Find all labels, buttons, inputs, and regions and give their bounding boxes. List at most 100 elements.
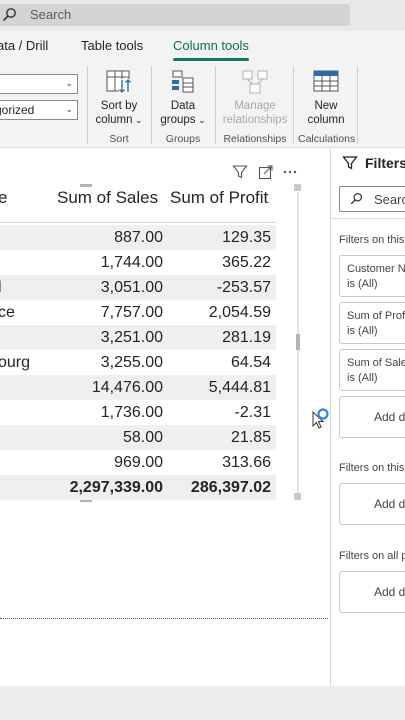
- filters-search-input[interactable]: Search: [374, 192, 405, 207]
- chevron-down-icon: ⌄: [65, 78, 73, 88]
- cell-sales: 3,255.00: [100, 354, 163, 371]
- add-data-fields-page[interactable]: Add da: [339, 483, 405, 525]
- resize-handle[interactable]: [296, 334, 300, 350]
- filter-card-sum-of-profit[interactable]: Sum of Profi is (All): [339, 302, 405, 344]
- new-column-icon: [313, 70, 339, 92]
- group-label-relationships: Relationships: [223, 133, 287, 145]
- data-groups-label-1: Data: [170, 100, 196, 112]
- add-data-fields-visual[interactable]: Add da: [339, 396, 405, 438]
- summarization-dropdown[interactable]: gorized ⌄: [0, 100, 78, 120]
- cell-name: ourg: [0, 354, 31, 371]
- resize-handle[interactable]: [294, 184, 301, 191]
- sort-by-column-label-2: column: [95, 114, 133, 126]
- cell-sales: 7,757.00: [100, 304, 163, 321]
- ribbon-separator: [151, 66, 152, 144]
- filter-card-field: Customer Na: [347, 263, 405, 275]
- filters-search-box[interactable]: Search: [339, 186, 405, 212]
- table-row: 1,736.00 -2.31: [0, 400, 276, 425]
- column-header-sum-of-sales[interactable]: Sum of Sales: [57, 188, 159, 207]
- filters-pane: Filters Search Filters on this Customer …: [330, 148, 405, 686]
- cell-sales: 969.00: [114, 454, 163, 471]
- mouse-cursor-icon: [312, 408, 329, 429]
- filter-card-state: is (All): [347, 278, 378, 290]
- tab-table-tools[interactable]: Table tools: [81, 38, 144, 53]
- data-groups-icon: [172, 70, 194, 93]
- more-options-icon[interactable]: [282, 164, 298, 180]
- cell-sales: 58.00: [122, 429, 163, 446]
- group-label-sort: Sort: [109, 133, 129, 145]
- filter-card-customer-name[interactable]: Customer Na is (All): [339, 255, 405, 297]
- column-header-sum-of-profit[interactable]: Sum of Profit: [170, 188, 269, 207]
- filter-card-state: is (All): [347, 372, 378, 384]
- cell-profit: -2.31: [234, 404, 271, 421]
- cell-sales: 3,051.00: [100, 279, 163, 296]
- filter-card-sum-of-sales[interactable]: Sum of Sales is (All): [339, 349, 405, 391]
- tab-data-drill[interactable]: ata / Drill: [0, 38, 49, 53]
- ribbon: ⌄ gorized ⌄ Sort by column ⌄ Sort: [0, 63, 405, 148]
- resize-handle[interactable]: [80, 499, 92, 502]
- table-row: 58.00 21.85: [0, 425, 276, 450]
- report-canvas[interactable]: e Sum of Sales Sum of Profit 887.00 129.…: [0, 148, 330, 686]
- data-groups-label-2: groups: [160, 114, 196, 126]
- add-data-label: Add da: [374, 497, 405, 511]
- column-header-name[interactable]: e: [0, 188, 8, 207]
- data-groups-button[interactable]: Data groups ⌄: [158, 69, 208, 127]
- new-column-label-2: column: [307, 114, 345, 126]
- cell-sales: 887.00: [114, 229, 163, 246]
- search-box[interactable]: Search: [0, 4, 350, 26]
- filter-icon[interactable]: [232, 164, 248, 180]
- cell-profit: 21.85: [230, 429, 271, 446]
- table-row: ourg 3,255.00 64.54: [0, 350, 276, 375]
- data-category-dropdown[interactable]: ⌄: [0, 74, 78, 94]
- resize-handle[interactable]: [294, 493, 301, 500]
- search-input[interactable]: Search: [30, 7, 72, 22]
- resize-handle[interactable]: [80, 184, 92, 187]
- tab-column-tools[interactable]: Column tools: [173, 38, 249, 53]
- cell-sales: 14,476.00: [91, 379, 163, 396]
- add-data-label: Add da: [374, 410, 405, 424]
- header-divider: [0, 222, 276, 223]
- manage-relationships-button[interactable]: Manage relationships: [222, 69, 288, 127]
- summarization-value: gorized: [0, 103, 35, 117]
- manage-relationships-label-2: relationships: [222, 114, 288, 126]
- cell-total-sales: 2,297,339.00: [69, 479, 163, 496]
- filter-card-state: is (All): [347, 325, 378, 337]
- cell-profit: 365.22: [222, 254, 271, 271]
- table-row: 1,744.00 365.22: [0, 250, 276, 275]
- cell-profit: 5,444.81: [208, 379, 271, 396]
- manage-relationships-label-1: Manage: [234, 100, 276, 112]
- sort-by-column-icon: [106, 70, 131, 93]
- focus-mode-icon[interactable]: [258, 164, 274, 180]
- ribbon-tabs: ata / Drill Table tools Column tools: [0, 31, 405, 63]
- add-data-label: Add da: [374, 585, 405, 599]
- manage-relationships-icon: [242, 70, 268, 94]
- chevron-down-icon: ⌄: [195, 115, 206, 125]
- sort-by-column-button[interactable]: Sort by column ⌄: [95, 69, 143, 127]
- table-row: 3,251.00 281.19: [0, 325, 276, 350]
- search-icon: [2, 8, 16, 22]
- filters-title: Filters: [365, 155, 405, 171]
- cell-name: l: [0, 279, 2, 297]
- new-column-button[interactable]: New column: [301, 69, 351, 127]
- table-row: 14,476.00 5,444.81: [0, 375, 276, 400]
- table-total-row: 2,297,339.00 286,397.02: [0, 475, 276, 500]
- chevron-down-icon: ⌄: [65, 104, 73, 114]
- ribbon-separator: [87, 66, 88, 144]
- ribbon-separator: [357, 66, 358, 144]
- add-data-fields-all-pages[interactable]: Add da: [339, 571, 405, 613]
- cell-name: ce: [0, 304, 15, 321]
- page-boundary: [0, 618, 328, 619]
- filters-on-this-visual-label: Filters on this: [339, 234, 405, 246]
- cell-profit: -253.57: [216, 279, 271, 296]
- table-row: 887.00 129.35: [0, 225, 276, 250]
- table-visual[interactable]: e Sum of Sales Sum of Profit 887.00 129.…: [0, 184, 301, 502]
- group-label-groups: Groups: [165, 133, 201, 145]
- search-icon: [350, 192, 363, 205]
- filters-on-all-pages-label: Filters on all p: [339, 550, 405, 562]
- cell-sales: 1,736.00: [100, 404, 163, 421]
- filter-card-field: Sum of Sales: [347, 357, 405, 369]
- cell-total-profit: 286,397.02: [190, 479, 271, 496]
- cell-profit: 129.35: [222, 229, 271, 246]
- filter-card-field: Sum of Profi: [347, 310, 405, 322]
